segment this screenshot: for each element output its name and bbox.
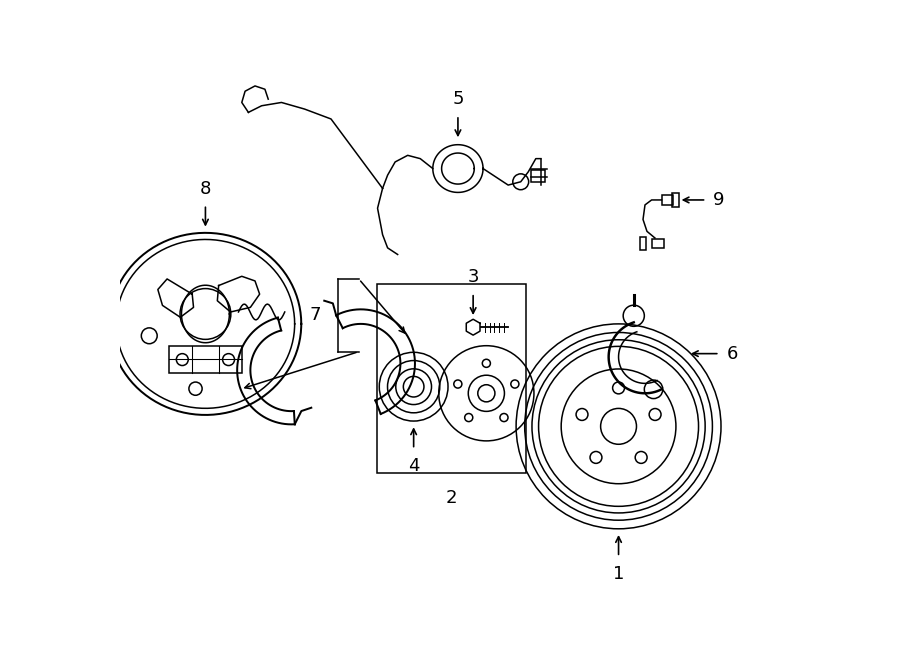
Text: 8: 8 xyxy=(200,180,212,198)
Text: 4: 4 xyxy=(408,457,419,475)
Bar xyxy=(652,239,663,248)
Text: 9: 9 xyxy=(713,191,725,209)
Bar xyxy=(531,170,545,182)
Text: 7: 7 xyxy=(310,306,321,325)
Text: 3: 3 xyxy=(467,268,479,286)
Bar xyxy=(640,237,646,250)
Bar xyxy=(662,195,673,205)
Bar xyxy=(169,346,242,373)
Text: 6: 6 xyxy=(726,344,738,363)
Text: 5: 5 xyxy=(452,91,464,108)
Bar xyxy=(377,284,526,473)
Text: 2: 2 xyxy=(446,489,457,507)
Bar xyxy=(672,193,679,207)
Text: 1: 1 xyxy=(613,565,625,583)
